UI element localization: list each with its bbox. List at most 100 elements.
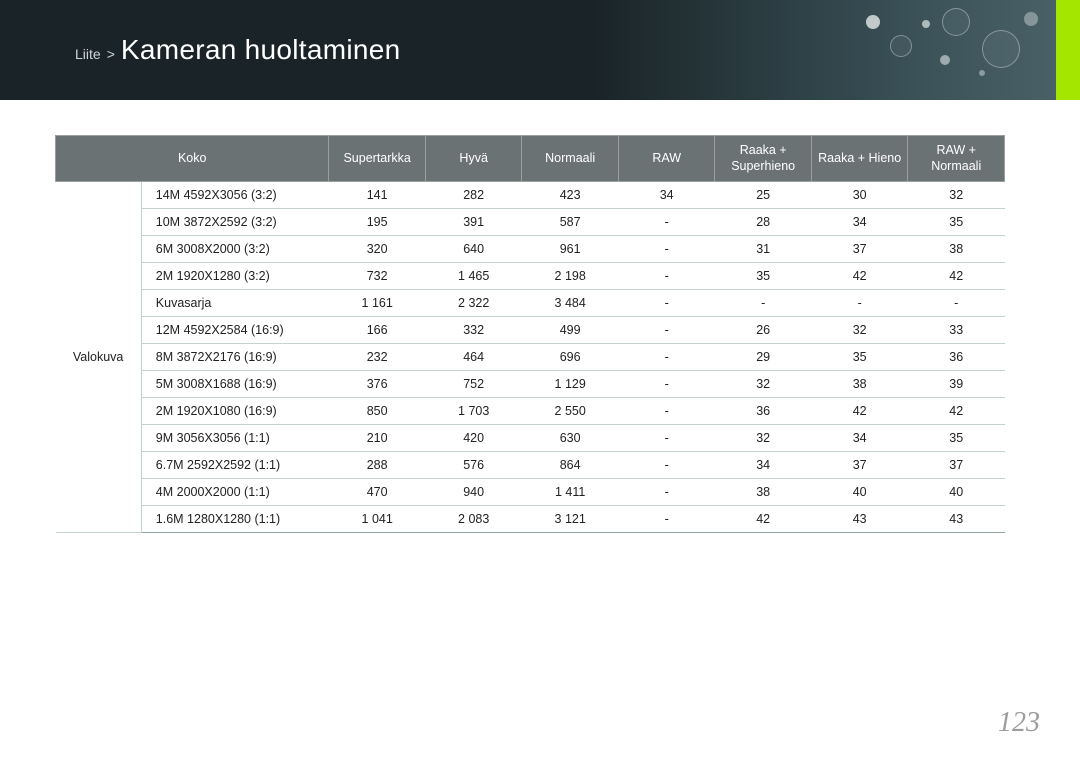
value-cell: 32 [715,424,812,451]
value-cell: 32 [811,316,908,343]
value-cell: 32 [715,370,812,397]
table-row: 10M 3872X2592 (3:2)195391587-283435 [56,208,1005,235]
value-cell: - [618,235,715,262]
value-cell: 1 703 [425,397,522,424]
page-number: 123 [998,707,1040,739]
value-cell: 42 [908,262,1005,289]
col-raw: RAW [618,136,715,182]
value-cell: 2 083 [425,505,522,532]
page-title: Kameran huoltaminen [121,34,401,66]
value-cell: 35 [908,424,1005,451]
col-raw-normaali: RAW + Normaali [908,136,1005,182]
value-cell: 1 041 [329,505,426,532]
value-cell: 40 [908,478,1005,505]
value-cell: 28 [715,208,812,235]
value-cell: 282 [425,181,522,208]
value-cell: - [618,316,715,343]
value-cell: 423 [522,181,619,208]
value-cell: 2 322 [425,289,522,316]
value-cell: 42 [811,397,908,424]
table-row: 6.7M 2592X2592 (1:1)288576864-343737 [56,451,1005,478]
table-row: 2M 1920X1080 (16:9)8501 7032 550-364242 [56,397,1005,424]
value-cell: 38 [715,478,812,505]
col-hyva: Hyvä [425,136,522,182]
value-cell: 587 [522,208,619,235]
value-cell: 1 129 [522,370,619,397]
value-cell: 37 [811,235,908,262]
breadcrumb: Liite > Kameran huoltaminen [75,34,401,66]
table-row: 5M 3008X1688 (16:9)3767521 129-323839 [56,370,1005,397]
value-cell: - [618,370,715,397]
table-row: 9M 3056X3056 (1:1)210420630-323435 [56,424,1005,451]
value-cell: 43 [811,505,908,532]
value-cell: 732 [329,262,426,289]
breadcrumb-separator: > [107,46,115,62]
value-cell: 640 [425,235,522,262]
value-cell: 376 [329,370,426,397]
value-cell: 166 [329,316,426,343]
value-cell: 1 161 [329,289,426,316]
value-cell: - [811,289,908,316]
value-cell: 940 [425,478,522,505]
value-cell: - [618,505,715,532]
value-cell: - [618,451,715,478]
bokeh-circle-icon [890,35,912,57]
value-cell: 40 [811,478,908,505]
value-cell: 33 [908,316,1005,343]
value-cell: 210 [329,424,426,451]
size-cell: 12M 4592X2584 (16:9) [141,316,329,343]
value-cell: 232 [329,343,426,370]
value-cell: 36 [715,397,812,424]
value-cell: 850 [329,397,426,424]
value-cell: 288 [329,451,426,478]
value-cell: 752 [425,370,522,397]
value-cell: 30 [811,181,908,208]
value-cell: - [715,289,812,316]
table-row: 2M 1920X1280 (3:2)7321 4652 198-354242 [56,262,1005,289]
page-header: Liite > Kameran huoltaminen [0,0,1080,100]
value-cell: - [618,397,715,424]
value-cell: - [618,343,715,370]
value-cell: 470 [329,478,426,505]
value-cell: - [618,424,715,451]
value-cell: 42 [715,505,812,532]
bokeh-dot-icon [940,55,950,65]
value-cell: 42 [811,262,908,289]
value-cell: 195 [329,208,426,235]
size-cell: 9M 3056X3056 (1:1) [141,424,329,451]
value-cell: 420 [425,424,522,451]
table-row: 4M 2000X2000 (1:1)4709401 411-384040 [56,478,1005,505]
value-cell: 35 [811,343,908,370]
value-cell: - [618,478,715,505]
bokeh-circle-icon [982,30,1020,68]
value-cell: 37 [908,451,1005,478]
value-cell: 36 [908,343,1005,370]
col-normaali: Normaali [522,136,619,182]
value-cell: 34 [811,208,908,235]
spec-table: Koko Supertarkka Hyvä Normaali RAW Raaka… [55,135,1005,533]
value-cell: 332 [425,316,522,343]
value-cell: 34 [811,424,908,451]
value-cell: 696 [522,343,619,370]
value-cell: - [618,208,715,235]
table-row: 1.6M 1280X1280 (1:1)1 0412 0833 121-4243… [56,505,1005,532]
table-row: Valokuva14M 4592X3056 (3:2)1412824233425… [56,181,1005,208]
table-row: Kuvasarja1 1612 3223 484---- [56,289,1005,316]
value-cell: 32 [908,181,1005,208]
table-body: Valokuva14M 4592X3056 (3:2)1412824233425… [56,181,1005,532]
value-cell: 2 198 [522,262,619,289]
value-cell: 42 [908,397,1005,424]
bokeh-circle-icon [942,8,970,36]
value-cell: 35 [908,208,1005,235]
value-cell: 38 [908,235,1005,262]
value-cell: 1 465 [425,262,522,289]
value-cell: - [618,262,715,289]
size-cell: 14M 4592X3056 (3:2) [141,181,329,208]
value-cell: 2 550 [522,397,619,424]
value-cell: 499 [522,316,619,343]
table-header: Koko Supertarkka Hyvä Normaali RAW Raaka… [56,136,1005,182]
value-cell: 35 [715,262,812,289]
value-cell: 961 [522,235,619,262]
value-cell: 1 411 [522,478,619,505]
accent-bar [1056,0,1080,100]
